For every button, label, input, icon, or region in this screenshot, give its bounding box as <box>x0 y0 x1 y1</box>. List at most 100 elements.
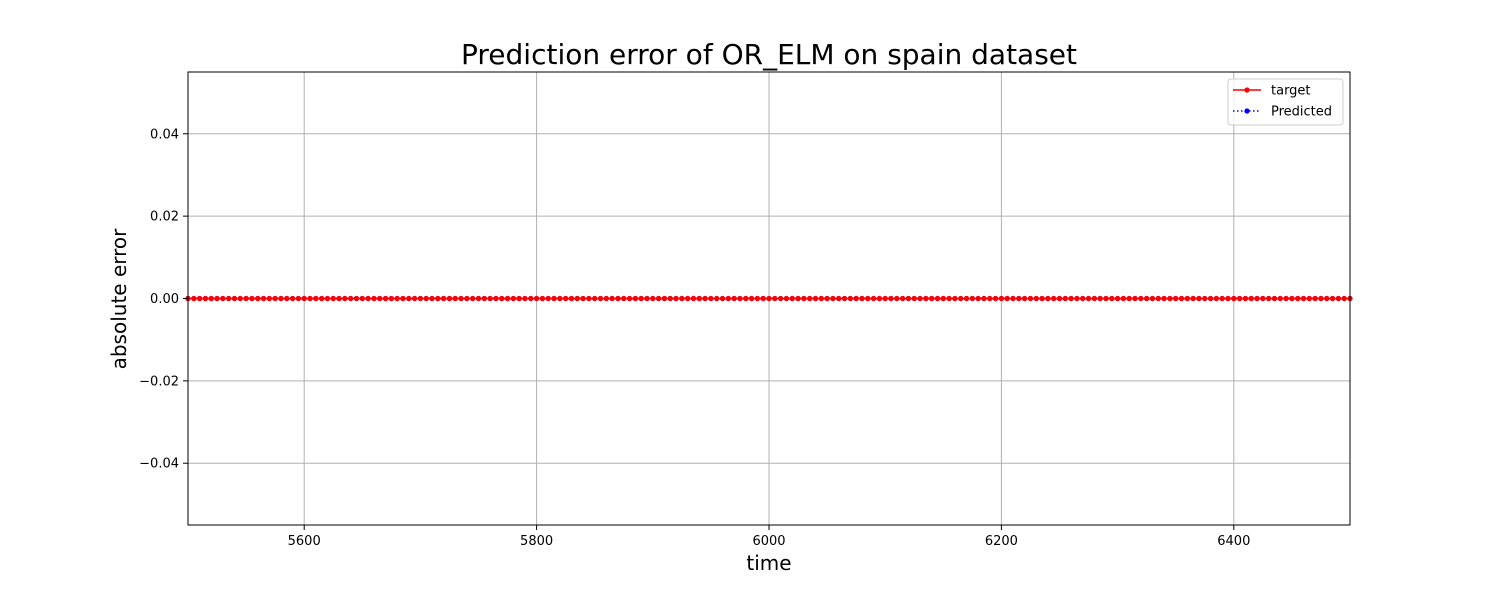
data-point <box>1196 295 1202 302</box>
data-point <box>446 295 453 302</box>
data-point <box>1324 295 1330 302</box>
data-point <box>1056 295 1063 302</box>
data-point <box>1097 295 1103 302</box>
data-point <box>1329 295 1336 302</box>
data-point <box>603 295 609 302</box>
data-point <box>324 295 331 302</box>
data-point <box>1004 295 1010 302</box>
data-point <box>574 295 580 302</box>
data-point <box>377 295 383 302</box>
series-target <box>185 295 1353 302</box>
data-point <box>621 295 627 302</box>
data-point <box>656 295 662 302</box>
data-point <box>929 295 935 302</box>
data-point <box>586 295 592 302</box>
y-tick-label: 0.00 <box>150 292 179 307</box>
data-point <box>1277 295 1283 302</box>
data-point <box>807 295 813 302</box>
data-point <box>1190 295 1196 302</box>
data-point <box>830 295 836 302</box>
data-point <box>1022 295 1028 302</box>
data-point <box>226 295 232 302</box>
data-point <box>650 295 656 302</box>
data-point <box>470 295 476 302</box>
legend-marker <box>1244 108 1250 114</box>
data-point <box>632 295 638 302</box>
data-point <box>998 295 1005 302</box>
y-tick-label: −0.04 <box>139 457 179 472</box>
data-point <box>289 295 296 302</box>
data-point <box>475 295 482 302</box>
data-point <box>818 295 824 302</box>
data-point <box>231 295 238 302</box>
data-point <box>359 295 365 302</box>
data-point <box>638 295 644 302</box>
data-point <box>824 295 830 302</box>
data-point <box>1149 295 1156 302</box>
data-point <box>969 295 975 302</box>
data-point <box>766 295 772 302</box>
data-point <box>1254 295 1260 302</box>
data-point <box>778 295 784 302</box>
data-point <box>952 295 958 302</box>
data-point <box>911 295 917 302</box>
data-point <box>946 295 952 302</box>
data-point <box>1202 295 1208 302</box>
data-point <box>534 295 540 302</box>
data-point <box>1184 295 1190 302</box>
y-tick-label: −0.02 <box>139 374 179 389</box>
series-layer <box>185 295 1353 302</box>
data-point <box>272 295 278 302</box>
data-point <box>1068 295 1074 302</box>
data-point <box>423 295 429 302</box>
data-point <box>685 295 691 302</box>
data-point <box>1225 295 1231 302</box>
data-point <box>214 295 220 302</box>
data-point <box>661 295 668 302</box>
data-point <box>1312 295 1318 302</box>
data-point <box>348 295 354 302</box>
data-point <box>208 295 214 302</box>
data-point <box>1010 295 1016 302</box>
data-point <box>301 295 307 302</box>
data-point <box>783 295 790 302</box>
data-point <box>853 295 859 302</box>
data-point <box>905 295 912 302</box>
data-point <box>1173 295 1179 302</box>
data-point <box>992 295 999 302</box>
data-point <box>313 295 319 302</box>
data-point <box>1144 295 1150 302</box>
data-point <box>644 295 650 302</box>
data-point <box>981 295 987 302</box>
data-point <box>696 295 702 302</box>
data-point <box>609 295 615 302</box>
data-point <box>1167 295 1173 302</box>
data-point <box>551 295 557 302</box>
x-tick-label: 6000 <box>752 534 785 549</box>
data-point <box>1300 295 1307 302</box>
legend-label: target <box>1271 84 1311 99</box>
data-point <box>1051 295 1057 302</box>
data-point <box>934 295 941 302</box>
data-point <box>958 295 964 302</box>
data-point <box>539 295 546 302</box>
data-point <box>894 295 900 302</box>
data-point <box>963 295 970 302</box>
data-point <box>400 295 406 302</box>
data-point <box>266 295 272 302</box>
data-point <box>1341 295 1347 302</box>
data-point <box>504 295 511 302</box>
data-point <box>1231 295 1237 302</box>
data-point <box>563 295 569 302</box>
data-point <box>452 295 458 302</box>
data-point <box>464 295 470 302</box>
data-point <box>429 295 435 302</box>
data-point <box>319 295 325 302</box>
data-point <box>1335 295 1341 302</box>
data-point <box>865 295 871 302</box>
x-tick-label: 5600 <box>288 534 321 549</box>
data-point <box>441 295 447 302</box>
legend-item-predicted: Predicted <box>1233 105 1332 120</box>
data-point <box>336 295 342 302</box>
data-point <box>1161 295 1167 302</box>
